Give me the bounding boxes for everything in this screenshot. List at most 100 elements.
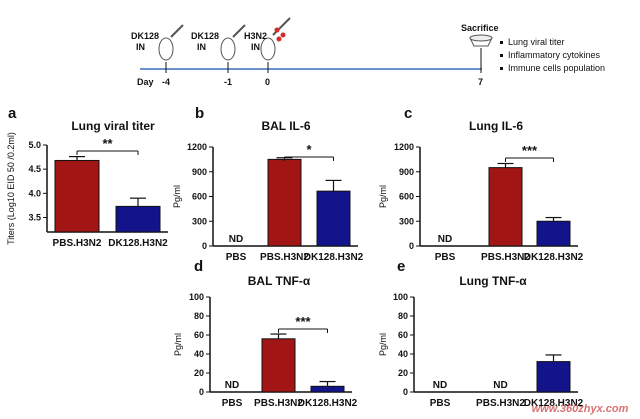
y-tick-label: 0 [202,241,207,251]
y-tick-label: 0 [199,387,204,397]
chart-title: Lung TNF-α [459,274,527,288]
timeline-day-4: 7 [478,77,483,87]
category-label: DK128.H3N2 [304,252,364,263]
y-tick-label: 40 [194,349,204,359]
nd-label: ND [438,234,452,245]
category-label: PBS.H3N2 [254,398,303,409]
bar [115,205,161,233]
timeline-day-1: -4 [162,77,170,87]
bar [488,167,523,247]
category-label: PBS [222,398,243,409]
y-tick-label: 0 [409,241,414,251]
timeline-event-4: Sacrifice [461,23,499,73]
bullet-icon [500,54,503,57]
dish-rim-icon [469,34,493,42]
syringe-icon [232,24,246,38]
readout-item: Immune cells population [508,63,605,73]
panel-letter: a [8,105,17,122]
bar [316,190,351,247]
category-label: PBS.H3N2 [53,238,102,249]
bar [310,385,345,393]
mouse-icon [158,37,174,61]
chart-title: Lung viral titer [71,119,155,133]
y-tick-label: 4.0 [28,188,41,198]
chart-title: Lung IL-6 [469,119,523,133]
y-tick-label: 60 [398,330,408,340]
y-axis-label: Pg/ml [172,185,182,208]
chart-panel-b: b BAL IL-6 Pg/ml 0 300 600 900 1200 ND PBS PBS.H3N… [172,105,364,263]
bullet-icon [500,41,503,44]
y-axis-label: Pg/ml [378,185,388,208]
y-tick-label: 100 [189,292,204,302]
timeline-route-2: IN [197,42,206,52]
category-label: PBS [226,252,247,263]
category-label: PBS.H3N2 [481,252,530,263]
category-label: PBS [435,252,456,263]
bar [54,159,100,233]
category-label: DK128.H3N2 [298,398,358,409]
syringe-icon [272,17,291,36]
chart-panel-c: c Lung IL-6 Pg/ml 0 300 600 900 1200 ND PBS PBS.H3… [378,105,584,263]
bar [536,220,571,247]
timeline-sacrifice-label: Sacrifice [461,23,499,33]
panel-letter: c [404,105,412,122]
category-label: DK128.H3N2 [524,252,584,263]
watermark: www.360zhyx.com [532,403,629,415]
mouse-icon [220,37,236,61]
y-tick-label: 60 [194,330,204,340]
timeline: DK128 IN DK128 IN H3N2 IN Sacrifice [131,17,605,87]
chart-panel-e: e Lung TNF-α Pg/ml 0 20 40 60 80 100 ND PBS ND PBS.H… [378,258,584,409]
virus-icon [274,27,280,33]
y-tick-label: 20 [194,368,204,378]
timeline-day-3: 0 [265,77,270,87]
timeline-agent-2: DK128 [191,31,219,41]
significance-stars: *** [295,314,311,329]
y-tick-label: 40 [398,349,408,359]
y-tick-label: 300 [399,216,414,226]
nd-label: ND [229,234,243,245]
panel-letter: b [195,105,204,122]
bar [536,361,571,393]
timeline-agent-1: DK128 [131,31,159,41]
y-axis-label: Pg/ml [173,333,183,356]
watermark-text: www.360zhyx.com [532,403,629,415]
y-tick-label: 0 [403,387,408,397]
chart-title: BAL TNF-α [248,274,311,288]
readout-item: Lung viral titer [508,37,565,47]
y-tick-label: 100 [393,292,408,302]
bar [267,158,302,247]
nd-label: ND [433,380,447,391]
syringe-icon [170,24,184,38]
y-axis-label: Titers (Log10 EID 50 /0.2ml) [6,132,16,245]
panel-letter: d [194,258,203,275]
y-tick-label: 600 [399,192,414,202]
timeline-day-label: Day [137,77,154,87]
category-label: PBS.H3N2 [476,398,525,409]
chart-title: BAL IL-6 [261,119,310,133]
nd-label: ND [493,380,507,391]
mouse-icon [260,37,276,61]
chart-panel-d: d BAL TNF-α Pg/ml 0 20 40 60 80 100 ND PBS PBS.H3N2… [173,258,358,409]
virus-icon [276,36,282,42]
timeline-day-2: -1 [224,77,232,87]
significance-stars: *** [522,143,538,158]
bullet-icon [500,67,503,70]
category-label: PBS.H3N2 [260,252,309,263]
virus-icon [280,32,286,38]
y-tick-label: 80 [194,311,204,321]
y-tick-label: 900 [399,167,414,177]
readouts-list: Lung viral titer Inflammatory cytokines … [500,37,605,73]
y-tick-label: 1200 [394,142,414,152]
readout-item: Inflammatory cytokines [508,50,601,60]
nd-label: ND [225,380,239,391]
timeline-event-1: DK128 IN [131,24,184,73]
y-tick-label: 900 [192,167,207,177]
y-tick-label: 80 [398,311,408,321]
timeline-route-1: IN [136,42,145,52]
bar [261,338,296,393]
y-tick-label: 20 [398,368,408,378]
significance-stars: ** [102,136,113,151]
category-label: DK128.H3N2 [108,238,168,249]
y-tick-label: 600 [192,192,207,202]
